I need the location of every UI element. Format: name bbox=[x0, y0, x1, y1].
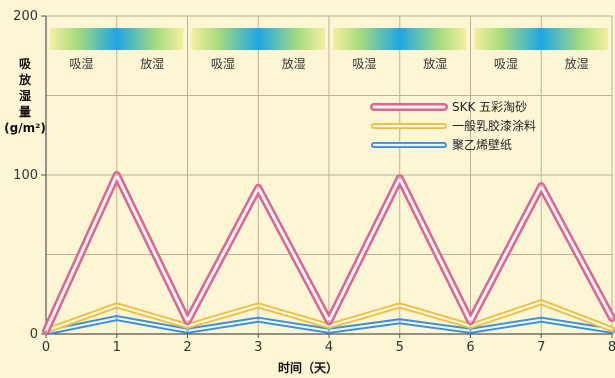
series-3-point-5 bbox=[398, 320, 401, 323]
x-tick-label-4: 4 bbox=[325, 340, 333, 355]
humidity-band-2 bbox=[191, 28, 325, 50]
series-3-point-1 bbox=[115, 316, 118, 320]
humidity-band-3 bbox=[333, 28, 467, 50]
x-tick-label-8: 8 bbox=[608, 340, 615, 355]
y-axis-unit: (g/m²) bbox=[4, 121, 46, 135]
y-axis-title-char-3: 湿 bbox=[19, 88, 31, 103]
series-2-point-2 bbox=[186, 324, 189, 328]
x-tick-label-7: 7 bbox=[537, 340, 545, 355]
series-2-point-4 bbox=[327, 324, 331, 328]
series-1-point-6 bbox=[469, 320, 472, 323]
series-1-point-8 bbox=[610, 316, 614, 320]
series-1-point-3 bbox=[257, 186, 260, 189]
series-1-point-4 bbox=[327, 320, 331, 323]
series-1-point-1 bbox=[115, 173, 118, 177]
series-lines bbox=[42, 171, 615, 336]
band-label-4: 放湿 bbox=[282, 56, 306, 71]
series-3-point-6 bbox=[469, 329, 472, 333]
series-line-1 bbox=[42, 171, 615, 335]
series-2-point-8 bbox=[610, 328, 614, 331]
x-tick-label-1: 1 bbox=[113, 340, 121, 355]
legend-label-3: 聚乙烯壁纸 bbox=[452, 137, 512, 152]
band-label-8: 放湿 bbox=[565, 56, 589, 71]
series-1-point-2 bbox=[186, 320, 189, 323]
series-1-point-7 bbox=[540, 184, 543, 188]
x-tick-label-0: 0 bbox=[42, 340, 50, 355]
band-label-7: 吸湿 bbox=[494, 56, 518, 71]
legend-label-1: SKK 五彩淘砂 bbox=[452, 100, 527, 114]
band-label-5: 吸湿 bbox=[352, 56, 376, 71]
series-2-point-1 bbox=[115, 304, 118, 307]
y-axis-title-char-1: 吸 bbox=[19, 57, 32, 71]
x-tick-label-3: 3 bbox=[254, 340, 262, 355]
axes: 0 100 200 0 1 2 3 4 5 6 7 8 bbox=[13, 9, 615, 355]
series-2-point-3 bbox=[257, 304, 260, 307]
y-tick-label-100: 100 bbox=[13, 168, 38, 183]
band-label-3: 吸湿 bbox=[211, 56, 235, 71]
x-tick-label-5: 5 bbox=[396, 340, 404, 355]
series-2-point-6 bbox=[469, 324, 472, 328]
series-3-point-3 bbox=[257, 318, 260, 321]
humidity-band-4 bbox=[474, 28, 608, 50]
x-axis-title: 时间（天） bbox=[278, 360, 338, 375]
series-2-point-5 bbox=[398, 304, 401, 307]
series-1-point-0 bbox=[44, 329, 48, 333]
y-tick-label-200: 200 bbox=[13, 9, 38, 24]
series-3-point-7 bbox=[540, 318, 543, 321]
humidity-band-1 bbox=[50, 28, 184, 50]
band-label-2: 放湿 bbox=[140, 56, 164, 71]
legend-label-2: 一般乳胶漆涂料 bbox=[452, 118, 536, 133]
band-label-6: 放湿 bbox=[423, 56, 447, 71]
y-axis-title-char-4: 量 bbox=[19, 105, 31, 119]
y-axis-title-char-2: 放 bbox=[18, 72, 32, 87]
x-tick-label-6: 6 bbox=[466, 340, 474, 355]
y-axis-title: 吸 放 湿 量 (g/m²) bbox=[4, 57, 46, 135]
band-label-1: 吸湿 bbox=[69, 56, 93, 71]
series-line-2 bbox=[43, 299, 615, 334]
series-1-point-5 bbox=[398, 176, 401, 180]
series-3-point-4 bbox=[327, 329, 331, 333]
series-2-point-7 bbox=[540, 301, 543, 304]
series-3-point-2 bbox=[186, 329, 189, 333]
y-tick-label-0: 0 bbox=[30, 327, 38, 342]
x-tick-label-2: 2 bbox=[183, 340, 191, 355]
humidity-bands: 吸湿 放湿 吸湿 放湿 吸湿 放湿 吸湿 放湿 bbox=[50, 28, 608, 71]
